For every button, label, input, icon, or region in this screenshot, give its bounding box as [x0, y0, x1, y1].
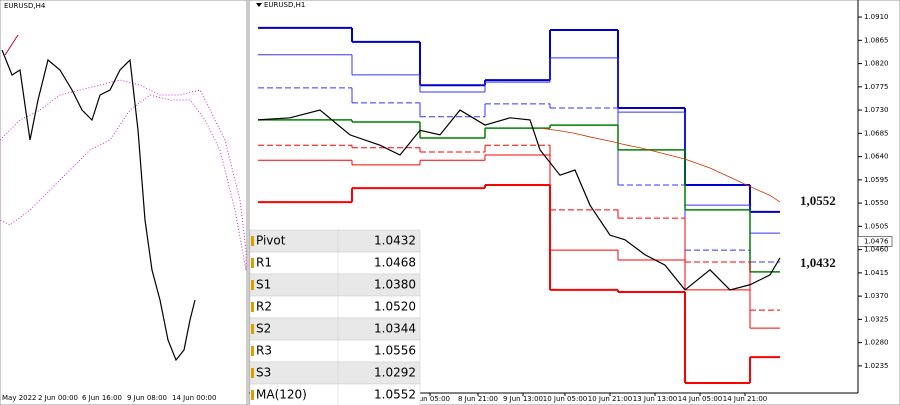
y-tick-label: 1.0595	[864, 176, 889, 184]
x-tick-label: 6 Jun 16:00	[82, 394, 122, 402]
table-value: 1.0380	[374, 278, 416, 292]
y-tick-label: 1.0460	[864, 246, 889, 254]
y-tick-label: 1.0235	[864, 362, 889, 370]
row-icon	[251, 280, 254, 290]
row-icon	[251, 236, 254, 246]
x-tick-label: 14 Jun 21:00	[723, 395, 767, 403]
title-marker	[256, 3, 262, 7]
left-title: EURUSD,H4	[4, 2, 46, 10]
table-row	[249, 383, 421, 405]
table-value: 1.0432	[374, 234, 416, 248]
x-tick-label: 9 Jun 08:00	[127, 394, 167, 402]
table-value: 1.0292	[374, 366, 416, 380]
left-panel	[0, 0, 248, 405]
x-tick-label: 14 Jun 05:00	[678, 395, 722, 403]
y-tick-label: 1.0370	[864, 292, 889, 300]
table-name: R2	[256, 300, 272, 314]
y-tick-label: 1.0640	[864, 153, 889, 161]
price-label: 1.0476	[864, 237, 889, 245]
h4-price	[1, 49, 196, 362]
y-tick-label: 1.0685	[864, 129, 889, 137]
table-name: Pivot	[256, 234, 286, 248]
y-tick-label: 1.0325	[864, 315, 889, 323]
y-tick-label: 1.0550	[864, 199, 889, 207]
table-name: R3	[256, 344, 272, 358]
table-name: S1	[256, 278, 271, 292]
row-icon	[251, 390, 254, 400]
table-name: S2	[256, 322, 271, 336]
y-tick-label: 1.0730	[864, 106, 889, 114]
table-value: 1.0520	[374, 300, 416, 314]
table-value: 1.0556	[374, 344, 416, 358]
table-name: MA(120)	[256, 388, 307, 402]
row-icon	[251, 324, 254, 334]
x-tick-label: 13 Jun 13:00	[633, 395, 677, 403]
row-icon	[251, 258, 254, 268]
x-tick-label: 10 Jun 21:00	[588, 395, 632, 403]
series-line	[257, 109, 781, 291]
table-value: 1.0344	[374, 322, 416, 336]
row-icon	[251, 368, 254, 378]
y-tick-label: 1.0415	[864, 269, 889, 277]
y-tick-label: 1.0775	[864, 83, 889, 91]
annotation: 1,0432	[800, 255, 836, 270]
series-line	[539, 127, 781, 203]
y-tick-label: 1.0820	[864, 60, 889, 68]
x-tick-label: 8 Jun 21:00	[458, 395, 498, 403]
row-icon	[251, 346, 254, 356]
price-box	[857, 236, 893, 247]
x-tick-label: May 2022	[2, 394, 37, 402]
y-tick-label: 1.0910	[864, 13, 889, 21]
x-tick-label: 14 Jun 00:00	[172, 394, 216, 402]
y-tick-label: 1.0505	[864, 222, 889, 230]
table-value: 1.0468	[374, 256, 416, 270]
y-tick-label: 1.0865	[864, 36, 889, 44]
y-tick-label: 1.0280	[864, 339, 889, 347]
table-name: R1	[256, 256, 272, 270]
x-tick-label: 2 Jun 00:00	[38, 394, 78, 402]
row-icon	[251, 302, 254, 312]
annotation: 1,0552	[800, 193, 836, 208]
table-value: 1.0552	[374, 388, 416, 402]
x-tick-label: 9 Jun 13:00	[503, 395, 543, 403]
h4-trend	[4, 34, 19, 56]
chart-title: EURUSD,H1	[264, 1, 305, 9]
x-tick-label: 10 Jun 05:00	[543, 395, 587, 403]
table-name: S3	[256, 366, 271, 380]
x-tick-label: 8 Jun 05:00	[410, 395, 450, 403]
level-table: Pivot 1.0432 R1 1.0468 S1 1.0380 R2 1.0520 S2 1.0…	[249, 229, 421, 405]
